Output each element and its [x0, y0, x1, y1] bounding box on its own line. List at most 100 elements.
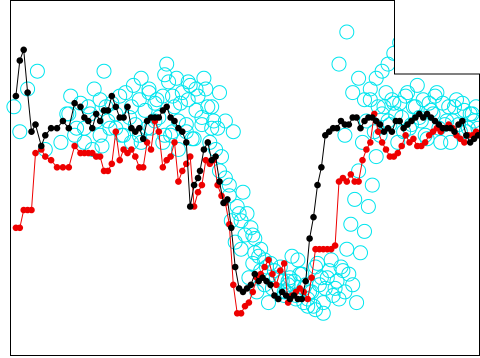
cyan-sample-point: [141, 81, 157, 97]
red-series-point: [159, 164, 167, 171]
cyan-sample-point: [159, 56, 175, 72]
red-series-point: [16, 224, 24, 232]
red-series-point: [183, 160, 190, 168]
cyan-sample-point: [180, 92, 196, 108]
cyan-sample-point: [443, 134, 459, 150]
black-series-point: [314, 181, 321, 189]
cyan-sample-point: [319, 270, 335, 286]
red-series-point: [304, 295, 312, 303]
black-series-point: [463, 132, 470, 139]
black-series-point: [163, 103, 170, 111]
red-series-point: [245, 299, 253, 306]
cyan-sample-point: [96, 63, 112, 79]
cyan-sample-point: [235, 184, 251, 200]
red-series-point: [59, 164, 67, 171]
cyan-sample-point: [347, 191, 363, 207]
black-series-point: [71, 99, 78, 107]
cyan-sample-point: [400, 85, 415, 101]
cyan-sample-point: [157, 127, 173, 143]
red-series-point: [398, 142, 406, 150]
cyan-sample-point: [308, 302, 323, 318]
cyan-sample-point: [339, 24, 355, 40]
black-series-point: [24, 89, 31, 96]
red-series-point: [128, 146, 135, 153]
red-series-point: [218, 192, 225, 200]
cyan-sample-point: [370, 99, 386, 115]
cyan-sample-point: [337, 127, 353, 143]
red-series-point: [53, 164, 61, 171]
cyan-sample-point: [296, 295, 312, 311]
black-series-point: [12, 92, 20, 100]
red-series-point: [96, 153, 104, 160]
cyan-sample-point: [102, 120, 118, 136]
black-series-point: [42, 132, 49, 139]
red-series-point: [269, 270, 276, 278]
red-series-point: [374, 128, 382, 135]
cyan-sample-point: [170, 142, 186, 157]
red-series-point: [71, 142, 78, 150]
cyan-sample-point: [200, 99, 216, 115]
cyan-sample-point: [233, 241, 249, 257]
black-series-point: [212, 153, 219, 160]
cyan-sample-point: [351, 163, 367, 179]
cyan-sample-point: [323, 252, 339, 268]
red-series-point: [230, 281, 237, 289]
cyan-sample-point: [454, 95, 470, 111]
black-series-point: [275, 295, 282, 303]
red-series-point: [147, 146, 155, 153]
cyan-sample-point: [231, 206, 247, 222]
cyan-sample-point: [384, 92, 400, 108]
cyan-sample-point: [339, 241, 355, 257]
cyan-sample-point: [163, 127, 179, 143]
black-series-point: [77, 103, 84, 111]
red-series-point: [331, 242, 339, 249]
red-series-point: [186, 153, 194, 160]
cyan-sample-point: [157, 67, 173, 83]
black-series-point: [108, 92, 116, 100]
red-series-point: [249, 288, 257, 296]
black-series-point: [251, 270, 259, 278]
red-series-point: [402, 132, 409, 139]
black-series-point: [333, 124, 341, 132]
red-series-point: [382, 146, 390, 153]
cyan-sample-point: [169, 70, 184, 86]
black-series-point: [155, 114, 163, 121]
cyan-sample-point: [198, 81, 214, 97]
black-series-point: [59, 117, 67, 125]
red-series-point: [47, 156, 55, 164]
red-series-point: [273, 281, 280, 289]
cyan-sample-point: [6, 99, 22, 115]
red-series-point: [28, 206, 35, 214]
cyan-sample-point: [204, 99, 220, 115]
cyan-sample-point: [61, 106, 77, 122]
red-series-point: [277, 267, 284, 274]
black-series-point: [267, 281, 274, 289]
cyan-sample-point: [466, 113, 480, 129]
red-series-point: [132, 153, 139, 160]
red-series-point: [265, 256, 272, 264]
red-series-point: [394, 149, 402, 157]
red-series-point: [363, 146, 370, 153]
red-series-point: [167, 153, 174, 160]
black-series-point: [194, 174, 202, 182]
cyan-sample-point: [247, 245, 263, 261]
black-series-point: [376, 121, 384, 128]
cyan-sample-point: [67, 127, 83, 143]
inset-box: [394, 0, 480, 75]
red-series-point: [32, 149, 39, 157]
red-series-point: [112, 128, 120, 135]
red-series-point: [280, 260, 288, 267]
red-series-point: [359, 156, 366, 164]
cyan-sample-point: [357, 223, 372, 239]
cyan-sample-point: [341, 266, 357, 282]
red-series-point: [421, 139, 429, 146]
black-series-point: [124, 103, 131, 111]
black-series: [12, 46, 480, 303]
red-series-point: [108, 160, 116, 168]
black-series-point: [183, 139, 190, 146]
black-series-point: [196, 167, 204, 175]
black-series-point: [388, 128, 396, 135]
cyan-sample-point: [212, 85, 227, 101]
cyan-sample-point: [276, 284, 292, 300]
